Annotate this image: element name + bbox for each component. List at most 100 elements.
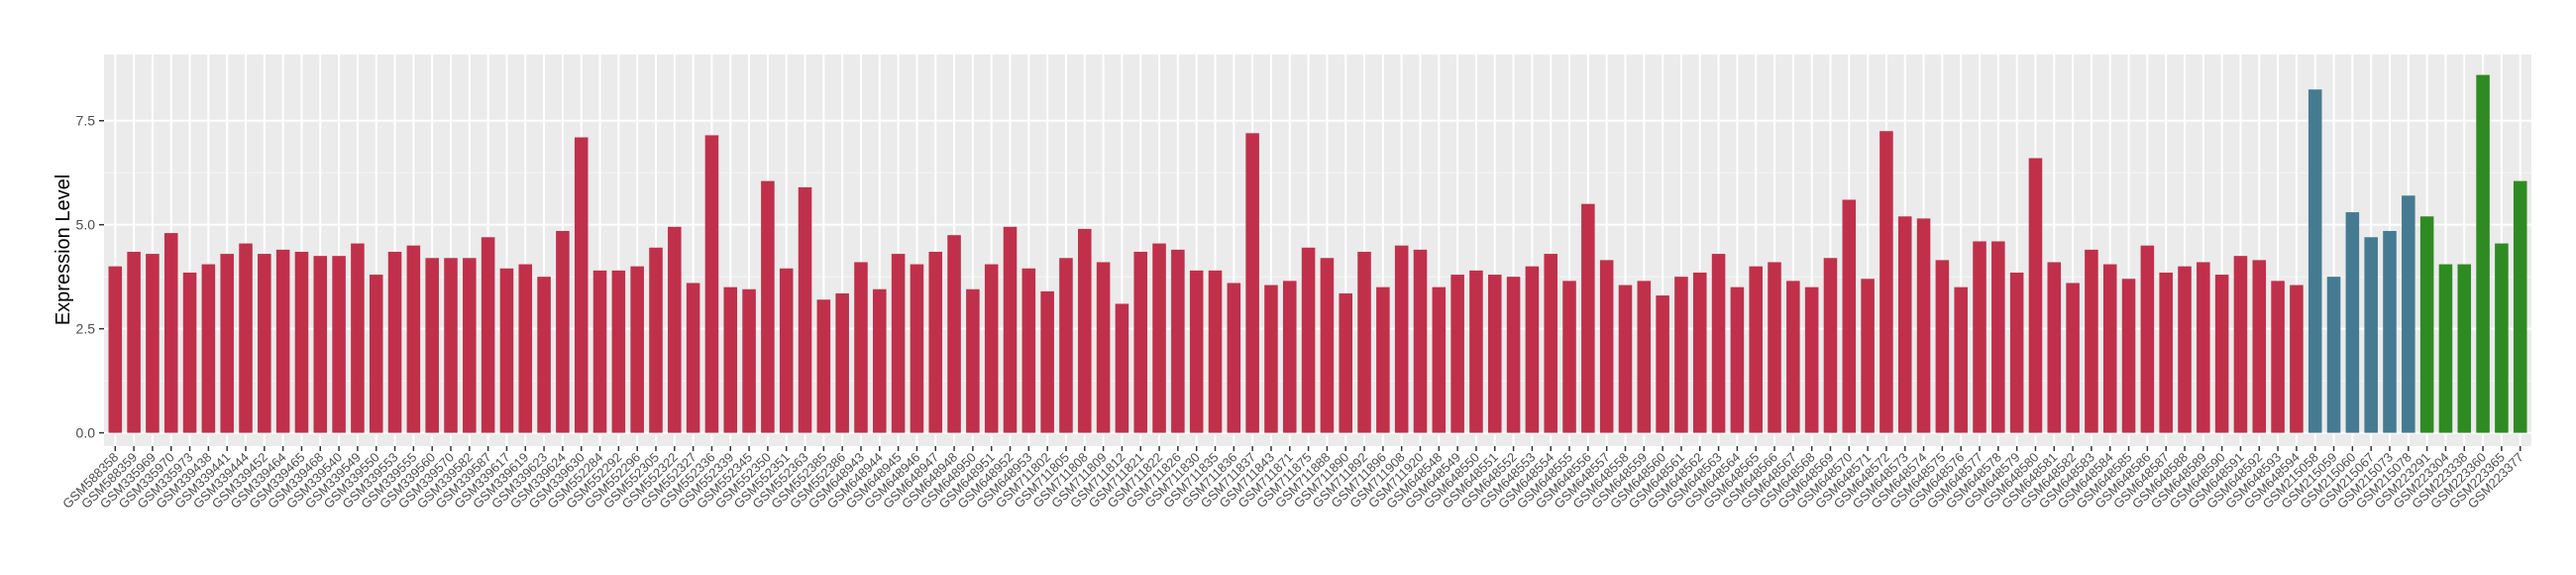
bar bbox=[1450, 275, 1464, 433]
bar bbox=[592, 270, 607, 433]
bar bbox=[928, 251, 943, 433]
bar bbox=[1618, 285, 1633, 433]
bar bbox=[630, 266, 644, 433]
bar bbox=[1749, 266, 1763, 433]
bar bbox=[1208, 270, 1223, 433]
bar bbox=[1040, 290, 1054, 433]
bar bbox=[220, 254, 234, 433]
bar bbox=[668, 226, 682, 433]
bar bbox=[1301, 247, 1316, 433]
bar bbox=[1823, 258, 1838, 433]
bar bbox=[108, 266, 123, 433]
bar bbox=[499, 268, 514, 433]
y-tick-label: 5.0 bbox=[76, 217, 96, 233]
bar bbox=[406, 245, 421, 433]
bar bbox=[1227, 283, 1241, 433]
bar bbox=[1991, 241, 2005, 433]
bar bbox=[891, 254, 906, 433]
bar bbox=[2159, 272, 2173, 433]
y-axis-title: Expression Level bbox=[53, 174, 74, 325]
bar bbox=[798, 186, 812, 433]
bar bbox=[686, 283, 700, 433]
bar bbox=[1133, 251, 1148, 433]
bar bbox=[2364, 237, 2378, 433]
bar bbox=[2419, 216, 2434, 433]
bar bbox=[2028, 158, 2043, 433]
bar bbox=[163, 233, 178, 433]
bar bbox=[1339, 292, 1352, 433]
bar bbox=[1376, 287, 1390, 433]
bar bbox=[2495, 243, 2509, 433]
bar bbox=[1656, 295, 1669, 433]
bar bbox=[742, 288, 756, 433]
bar bbox=[574, 137, 589, 433]
bar bbox=[275, 249, 290, 433]
bar bbox=[1394, 245, 1409, 433]
bar bbox=[1842, 199, 1857, 433]
bar bbox=[2476, 74, 2490, 433]
bar bbox=[1711, 254, 1726, 433]
bar bbox=[1786, 281, 1800, 433]
bar bbox=[2233, 256, 2248, 433]
bar bbox=[1804, 287, 1819, 433]
bar bbox=[2085, 249, 2098, 433]
bar bbox=[2252, 260, 2267, 433]
bar bbox=[761, 180, 775, 433]
bar bbox=[947, 235, 961, 433]
bar bbox=[1264, 285, 1278, 433]
bar bbox=[1469, 270, 1483, 433]
bar bbox=[1730, 287, 1745, 433]
bar bbox=[351, 243, 365, 433]
bar bbox=[294, 251, 309, 433]
bar bbox=[1320, 258, 1335, 433]
bar bbox=[2140, 245, 2155, 433]
bar bbox=[127, 251, 141, 433]
bar bbox=[2197, 262, 2210, 433]
bar bbox=[2457, 264, 2472, 433]
bar bbox=[723, 287, 738, 433]
bar bbox=[1245, 133, 1259, 433]
bar bbox=[2513, 180, 2527, 433]
bar bbox=[1189, 270, 1204, 433]
bar bbox=[1096, 262, 1111, 433]
bar bbox=[387, 251, 402, 433]
bar bbox=[779, 268, 794, 433]
bar bbox=[425, 258, 439, 433]
bar bbox=[1544, 254, 1557, 433]
bar bbox=[649, 247, 663, 433]
bar bbox=[1692, 272, 1707, 433]
bar bbox=[910, 264, 924, 433]
bar bbox=[854, 262, 868, 433]
bar bbox=[1861, 279, 1875, 433]
bar bbox=[201, 264, 216, 433]
bar bbox=[1413, 249, 1428, 433]
bar bbox=[2121, 279, 2136, 433]
y-tick-label: 7.5 bbox=[76, 113, 96, 129]
bar bbox=[1432, 287, 1447, 433]
bar bbox=[1283, 281, 1297, 433]
bar bbox=[1581, 203, 1595, 433]
bar bbox=[1003, 226, 1018, 433]
bar bbox=[1897, 216, 1912, 433]
bar bbox=[835, 292, 849, 433]
bar bbox=[2214, 275, 2229, 433]
bar bbox=[2345, 212, 2360, 433]
bar bbox=[1935, 260, 1950, 433]
bar bbox=[1768, 262, 1781, 433]
bar bbox=[2438, 264, 2453, 433]
bar bbox=[1879, 131, 1893, 433]
bar bbox=[537, 277, 551, 433]
bar bbox=[966, 288, 980, 433]
bar bbox=[1171, 249, 1185, 433]
bar bbox=[873, 288, 887, 433]
y-tick-label: 0.0 bbox=[76, 425, 96, 441]
bar bbox=[2271, 281, 2285, 433]
bar bbox=[2383, 230, 2397, 433]
bar bbox=[1973, 241, 1986, 433]
bar bbox=[1599, 260, 1614, 433]
bar bbox=[2290, 285, 2304, 433]
bar bbox=[182, 272, 197, 433]
bar bbox=[1525, 266, 1540, 433]
bar bbox=[444, 258, 458, 433]
